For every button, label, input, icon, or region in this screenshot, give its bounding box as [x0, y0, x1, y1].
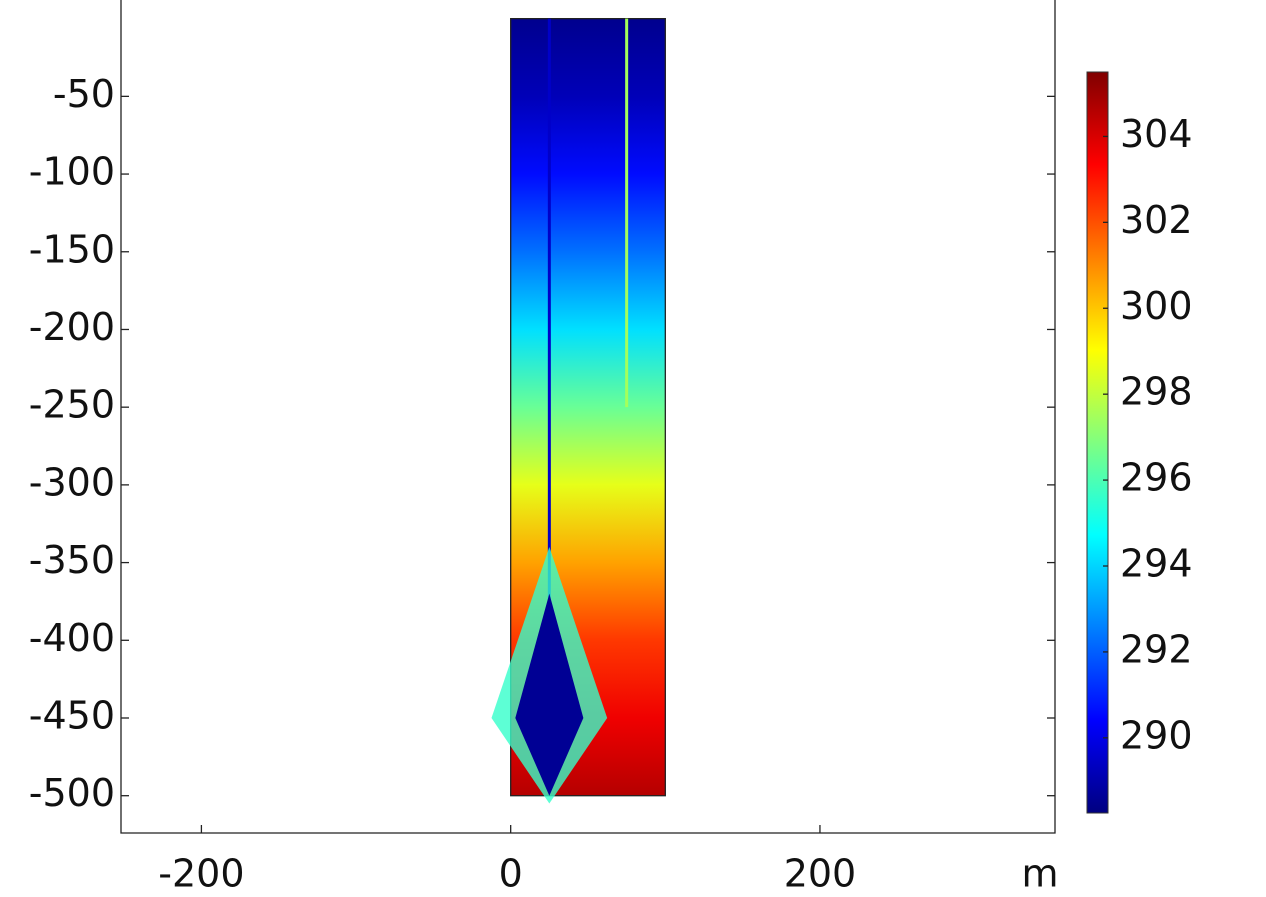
x-tick-label: 0: [499, 852, 523, 894]
plume: [515, 593, 584, 796]
x-tick-label: 200: [784, 852, 857, 894]
y-tick-label: -100: [29, 150, 115, 194]
colorbar-tick-label: 304: [1120, 112, 1193, 156]
colorbar-tick-label: 294: [1120, 542, 1193, 586]
colorbar-tick-label: 296: [1120, 456, 1193, 500]
colorbar-tick-label: 290: [1120, 713, 1193, 757]
y-tick-label: -450: [29, 693, 115, 737]
y-tick-label: -200: [29, 305, 115, 349]
y-tick-label: -400: [29, 616, 115, 660]
y-tick-label: -250: [29, 383, 115, 427]
colorbar-tick-label: 300: [1120, 284, 1193, 328]
axes-frame: [120, 0, 1056, 834]
colorbar-tick-label: 292: [1120, 627, 1193, 671]
y-tick-label: -350: [29, 538, 115, 582]
y-tick-label: -50: [53, 72, 115, 116]
colorbar-tick-label: 298: [1120, 370, 1193, 414]
y-tick-label: -300: [29, 460, 115, 504]
x-tick-label: -200: [158, 852, 244, 894]
colorbar: [1086, 71, 1109, 814]
x-axis-label: m: [1021, 852, 1058, 894]
y-tick-label: -150: [29, 227, 115, 271]
colorbar-tick-label: 302: [1120, 198, 1193, 242]
y-tick-label: -500: [29, 771, 115, 815]
